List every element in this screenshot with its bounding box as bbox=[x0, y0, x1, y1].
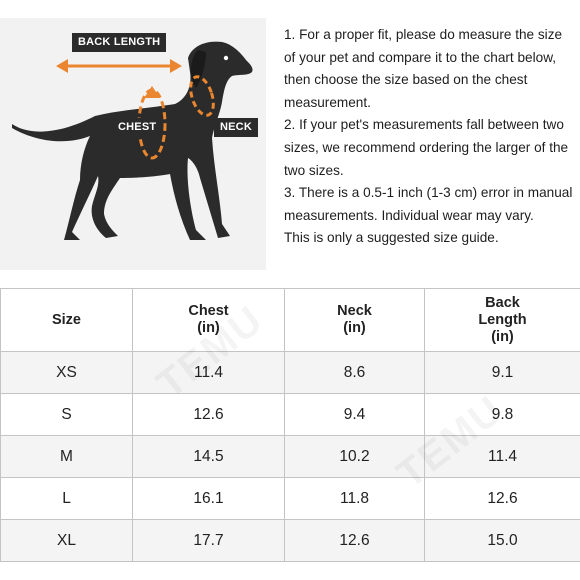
table-header-row: Size Chest (in) Neck (in) Back Length (in) bbox=[0, 288, 580, 352]
cell-neck: 11.8 bbox=[284, 477, 425, 520]
cell-chest: 17.7 bbox=[132, 519, 285, 562]
cell-back-length: 9.8 bbox=[424, 393, 580, 436]
header-chest: Chest (in) bbox=[132, 288, 285, 352]
table-row: L 16.1 11.8 12.6 bbox=[0, 477, 580, 520]
size-chart-table: Size Chest (in) Neck (in) Back Length (in) X… bbox=[0, 288, 580, 562]
instruction-2: 2. If your pet's measurements fall betwe… bbox=[284, 117, 569, 178]
chest-label: CHEST bbox=[112, 118, 163, 137]
dog-silhouette-icon bbox=[12, 41, 253, 240]
neck-label: NECK bbox=[214, 118, 258, 137]
cell-size: L bbox=[0, 477, 133, 520]
cell-chest: 14.5 bbox=[132, 435, 285, 478]
header-size: Size bbox=[0, 288, 133, 352]
cell-neck: 8.6 bbox=[284, 351, 425, 394]
instruction-1: 1. For a proper fit, please do measure t… bbox=[284, 27, 563, 110]
cell-chest: 11.4 bbox=[132, 351, 285, 394]
table-row: S 12.6 9.4 9.8 bbox=[0, 393, 580, 436]
size-guide-header: BACK LENGTH CHEST NECK 1. For a proper f… bbox=[0, 0, 580, 276]
cell-size: XL bbox=[0, 519, 133, 562]
cell-size: XS bbox=[0, 351, 133, 394]
table-row: XL 17.7 12.6 15.0 bbox=[0, 519, 580, 562]
cell-chest: 12.6 bbox=[132, 393, 285, 436]
cell-size: S bbox=[0, 393, 133, 436]
table-row: M 14.5 10.2 11.4 bbox=[0, 435, 580, 478]
instruction-3: 3. There is a 0.5-1 inch (1-3 cm) error … bbox=[284, 185, 573, 223]
cell-chest: 16.1 bbox=[132, 477, 285, 520]
fit-instructions: 1. For a proper fit, please do measure t… bbox=[284, 24, 576, 250]
cell-back-length: 9.1 bbox=[424, 351, 580, 394]
cell-back-length: 11.4 bbox=[424, 435, 580, 478]
cell-size: M bbox=[0, 435, 133, 478]
cell-neck: 9.4 bbox=[284, 393, 425, 436]
dog-measurement-diagram: BACK LENGTH CHEST NECK bbox=[0, 18, 266, 270]
cell-back-length: 15.0 bbox=[424, 519, 580, 562]
table-row: XS 11.4 8.6 9.1 bbox=[0, 351, 580, 394]
cell-neck: 10.2 bbox=[284, 435, 425, 478]
size-guide-note: This is only a suggested size guide. bbox=[284, 230, 499, 246]
header-neck: Neck (in) bbox=[284, 288, 425, 352]
cell-neck: 12.6 bbox=[284, 519, 425, 562]
back-length-label: BACK LENGTH bbox=[72, 33, 167, 52]
cell-back-length: 12.6 bbox=[424, 477, 580, 520]
header-back-length: Back Length (in) bbox=[424, 288, 580, 352]
